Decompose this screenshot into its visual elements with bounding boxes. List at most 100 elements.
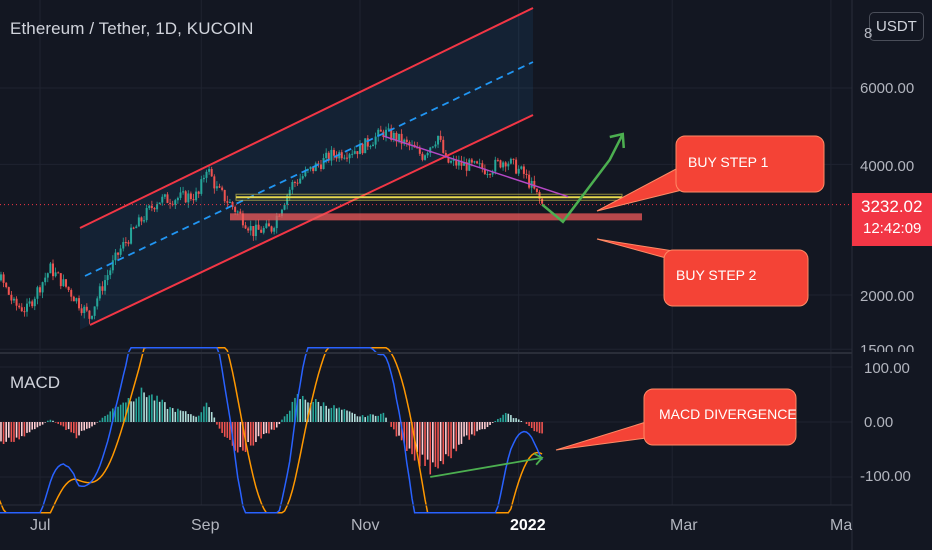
symbol-title[interactable]: Ethereum / Tether, 1D, KUCOIN	[10, 19, 254, 38]
time-axis-nov: Nov	[351, 517, 380, 534]
candle-body	[332, 149, 335, 156]
candle-body	[489, 174, 492, 176]
candle-body	[387, 128, 390, 130]
candle-body	[7, 287, 10, 295]
macd-divergence-callout-pointer	[555, 421, 647, 451]
candle-body	[442, 139, 445, 153]
candle-body	[535, 188, 538, 193]
candle-body	[476, 161, 479, 164]
candle-body	[223, 189, 226, 202]
time-axis-jul: Jul	[30, 517, 51, 534]
buy-step-2-callout-box	[663, 249, 809, 307]
candle-body	[2, 274, 5, 283]
channel-upper-line	[79, 7, 534, 229]
candle-body	[83, 306, 86, 314]
candle-body	[426, 153, 429, 156]
candle-body	[507, 163, 510, 167]
candle-body	[345, 157, 348, 159]
candle-body	[195, 191, 198, 201]
candle-body	[356, 151, 359, 155]
currency-badge[interactable]: USDT	[869, 12, 924, 41]
candle-body	[522, 166, 525, 174]
candle-body	[265, 223, 268, 228]
channel-background	[80, 8, 533, 330]
candle-body	[202, 177, 205, 180]
candle-body	[309, 166, 312, 170]
candle-body	[444, 152, 447, 157]
candle-body	[512, 158, 515, 160]
candle-body	[54, 272, 57, 277]
macd-label[interactable]: MACD	[10, 373, 61, 392]
candle-body	[33, 298, 36, 307]
bar-countdown: 12:42:09	[863, 220, 922, 237]
candle-body	[93, 306, 96, 316]
candle-body	[473, 161, 476, 163]
candle-body	[390, 128, 393, 140]
macd-axis-label-0: 0.00	[864, 414, 894, 431]
candle-body	[437, 135, 440, 145]
candle-body	[296, 182, 299, 184]
candle-body	[104, 280, 107, 291]
candle-body	[361, 143, 364, 154]
candle-body	[533, 180, 536, 189]
candle-body	[150, 205, 153, 208]
candle-body	[156, 203, 159, 210]
price-axis-label-4000: 4000.00	[860, 158, 915, 175]
candle-body	[65, 279, 68, 287]
candle-body	[28, 301, 31, 304]
candle-body	[247, 228, 250, 231]
candle-body	[262, 227, 265, 233]
candle-body	[41, 282, 44, 293]
candle-body	[416, 147, 419, 149]
candle-body	[452, 159, 455, 162]
candle-body	[236, 211, 239, 213]
candle-body	[275, 215, 278, 229]
candle-body	[46, 273, 49, 278]
candle-body	[62, 279, 65, 287]
candle-body	[481, 163, 484, 169]
candle-body	[130, 227, 133, 244]
annotation-callouts[interactable]	[555, 135, 825, 451]
candle-body	[348, 154, 351, 159]
candle-body	[372, 144, 375, 147]
chart-drawings[interactable]	[0, 7, 852, 326]
candle-body	[184, 191, 187, 203]
candle-body	[431, 146, 434, 148]
candle-body	[109, 270, 112, 276]
macd-axis-label-100: 100.00	[864, 360, 910, 377]
candle-body	[148, 205, 151, 208]
candle-body	[249, 226, 252, 231]
candle-body	[254, 224, 257, 237]
candle-body	[468, 159, 471, 171]
candle-body	[187, 193, 190, 203]
candle-body	[169, 202, 172, 204]
candle-body	[325, 152, 328, 159]
candle-body	[392, 132, 395, 140]
candle-body	[218, 186, 221, 188]
candle-body	[421, 153, 424, 160]
candle-body	[280, 209, 283, 217]
candle-body	[12, 298, 15, 301]
candle-body	[525, 173, 528, 175]
channel-median-line	[84, 61, 534, 277]
candle-body	[520, 166, 523, 169]
candle-body	[124, 242, 127, 244]
candle-body	[179, 192, 182, 198]
candle-body	[57, 272, 60, 274]
candle-body	[127, 242, 130, 244]
candle-body	[114, 252, 117, 261]
candle-body	[424, 155, 427, 160]
candle-body	[322, 158, 325, 170]
candle-body	[314, 163, 317, 172]
buy-step-1-text: BUY STEP 1	[688, 154, 769, 170]
candle-body	[353, 151, 356, 154]
candle-body	[366, 138, 369, 147]
projection-arrowhead	[609, 132, 626, 149]
candle-body	[36, 287, 39, 299]
candle-body	[291, 181, 294, 190]
candle-body	[197, 191, 200, 194]
candle-body	[244, 225, 247, 229]
candle-body	[153, 207, 156, 210]
candle-body	[538, 192, 541, 199]
